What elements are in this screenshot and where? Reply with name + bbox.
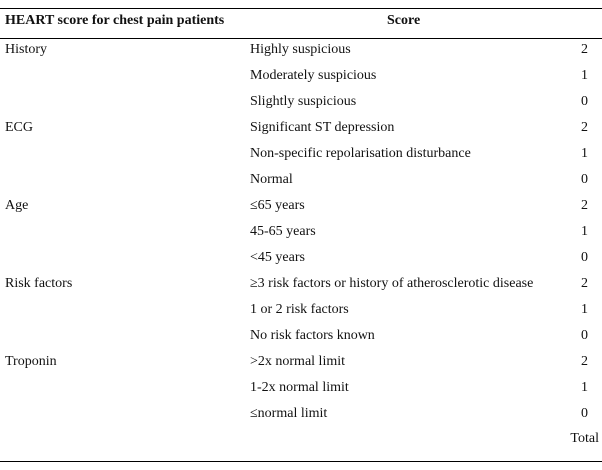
criterion-cell: Non-specific repolarisation disturbance — [250, 146, 471, 161]
points-cell: 0 — [581, 328, 588, 343]
category-cell: Age — [5, 198, 29, 213]
points-cell: 0 — [581, 406, 588, 421]
criterion-cell: Highly suspicious — [250, 42, 351, 57]
table-row: Moderately suspicious 1 — [0, 64, 602, 90]
points-cell: 1 — [581, 380, 588, 395]
table-row: 45-65 years 1 — [0, 220, 602, 246]
category-cell: Risk factors — [5, 276, 73, 291]
criterion-cell: ≤normal limit — [250, 406, 328, 421]
criterion-cell: >2x normal limit — [250, 354, 345, 369]
total-label: Total — [570, 431, 599, 446]
points-cell: 2 — [581, 354, 588, 369]
points-cell: 2 — [581, 42, 588, 57]
table-row: Troponin >2x normal limit 2 — [0, 350, 602, 376]
table-row: <45 years 0 — [0, 246, 602, 272]
table-title: HEART score for chest pain patients — [5, 13, 225, 28]
category-cell: Troponin — [5, 354, 57, 369]
criterion-cell: Moderately suspicious — [250, 68, 377, 83]
table-row: History Highly suspicious 2 — [0, 38, 602, 64]
points-cell: 1 — [581, 68, 588, 83]
table-bottom-rule — [0, 461, 602, 462]
criterion-cell: Slightly suspicious — [250, 94, 357, 109]
table-row: 1 or 2 risk factors 1 — [0, 298, 602, 324]
table-row: ≤normal limit 0 — [0, 402, 602, 428]
table-row: Risk factors ≥3 risk factors or history … — [0, 272, 602, 298]
category-cell: ECG — [5, 120, 33, 135]
points-cell: 0 — [581, 94, 588, 109]
criterion-cell: 1 or 2 risk factors — [250, 302, 349, 317]
table-row: 1-2x normal limit 1 — [0, 376, 602, 402]
table-row: ECG Significant ST depression 2 — [0, 116, 602, 142]
table-header-rule — [0, 38, 602, 39]
criterion-cell: ≥3 risk factors or history of atheroscle… — [250, 276, 534, 291]
criterion-cell: Significant ST depression — [250, 120, 395, 135]
criterion-cell: No risk factors known — [250, 328, 375, 343]
criterion-cell: 1-2x normal limit — [250, 380, 349, 395]
table-row: Normal 0 — [0, 168, 602, 194]
points-cell: 2 — [581, 120, 588, 135]
score-column-header: Score — [387, 13, 421, 28]
points-cell: 0 — [581, 250, 588, 265]
points-cell: 1 — [581, 302, 588, 317]
table-top-rule — [0, 8, 602, 9]
criterion-cell: Normal — [250, 172, 293, 187]
table-row: No risk factors known 0 — [0, 324, 602, 350]
table-row: Age ≤65 years 2 — [0, 194, 602, 220]
points-cell: 1 — [581, 146, 588, 161]
criterion-cell: 45-65 years — [250, 224, 316, 239]
table-row: Non-specific repolarisation disturbance … — [0, 142, 602, 168]
category-cell: History — [5, 42, 47, 57]
points-cell: 2 — [581, 276, 588, 291]
points-cell: 2 — [581, 198, 588, 213]
points-cell: 1 — [581, 224, 588, 239]
criterion-cell: ≤65 years — [250, 198, 305, 213]
table-row: Slightly suspicious 0 — [0, 90, 602, 116]
points-cell: 0 — [581, 172, 588, 187]
table-body: History Highly suspicious 2 Moderately s… — [0, 38, 602, 428]
criterion-cell: <45 years — [250, 250, 305, 265]
